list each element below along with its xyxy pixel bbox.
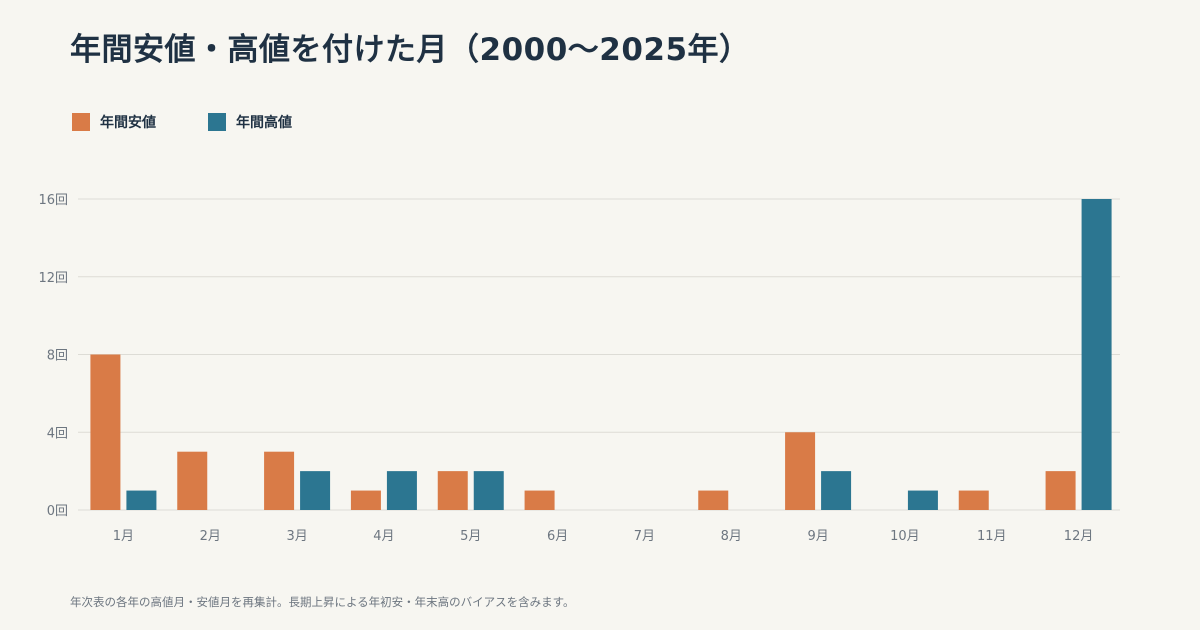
bar-high (1081, 199, 1112, 510)
y-tick-label: 8回 (47, 349, 68, 364)
y-tick-label: 4回 (47, 426, 68, 441)
bar-high (473, 471, 504, 510)
x-tick-label: 3月 (286, 529, 307, 544)
bar-low (437, 471, 468, 510)
bar-low (958, 490, 989, 510)
footnote: 年次表の各年の高値月・安値月を再集計。長期上昇による年初安・年末高のバイアスを含… (70, 595, 575, 609)
chart-title: 年間安値・高値を付けた月（2000〜2025年） (70, 32, 751, 68)
x-tick-label: 4月 (373, 529, 394, 544)
y-tick-label: 0回 (47, 504, 68, 519)
x-tick-label: 1月 (113, 529, 134, 544)
bar-high (126, 490, 157, 510)
y-tick-label: 16回 (38, 193, 68, 208)
x-tick-label: 2月 (200, 529, 221, 544)
legend-swatch-low (72, 113, 90, 131)
x-tick-label: 12月 (1064, 529, 1094, 544)
bar-high (907, 490, 938, 510)
bar-low (264, 451, 295, 510)
legend-swatch-high (208, 113, 226, 131)
x-tick-label: 10月 (890, 529, 920, 544)
bar-low (698, 490, 729, 510)
x-tick-label: 6月 (547, 529, 568, 544)
bar-low (785, 432, 816, 510)
bar-low (1045, 471, 1076, 510)
bar-low (90, 354, 121, 510)
bar-high (300, 471, 331, 510)
bar-high (386, 471, 417, 510)
legend-item-low: 年間安値 (72, 112, 156, 132)
legend-item-high: 年間高値 (208, 112, 292, 132)
x-tick-label: 9月 (807, 529, 828, 544)
x-tick-label: 8月 (721, 529, 742, 544)
bar-low (177, 451, 208, 510)
bar-high (821, 471, 852, 510)
legend-label-high: 年間高値 (236, 115, 292, 131)
bar-low (524, 490, 555, 510)
y-tick-label: 12回 (38, 271, 68, 286)
x-tick-label: 5月 (460, 529, 481, 544)
legend-label-low: 年間安値 (100, 115, 156, 131)
legend: 年間安値 年間高値 (72, 112, 344, 132)
x-tick-label: 11月 (977, 529, 1007, 544)
bar-low (350, 490, 381, 510)
x-tick-label: 7月 (634, 529, 655, 544)
